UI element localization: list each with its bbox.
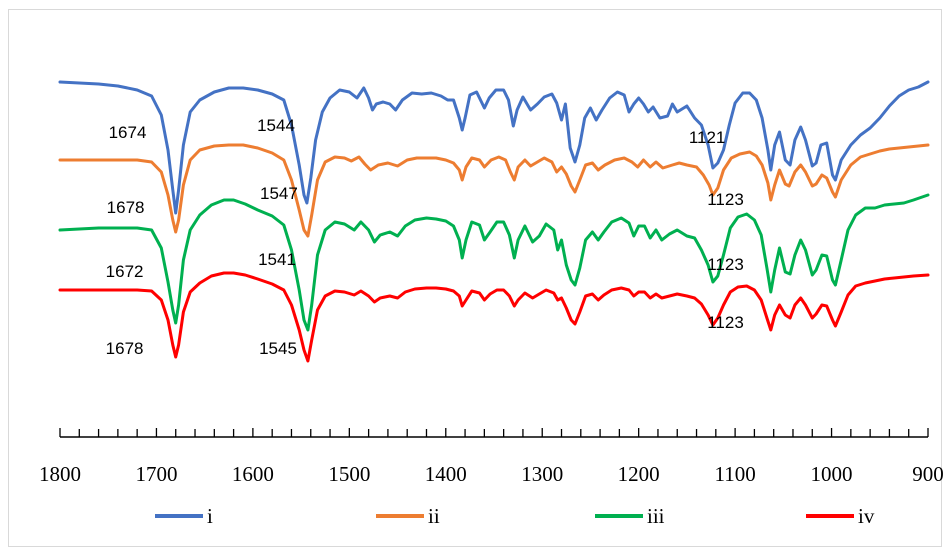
peak-label: 1672 xyxy=(106,262,144,281)
x-tick-label: 1800 xyxy=(39,462,81,486)
peak-label: 1547 xyxy=(260,184,298,203)
x-tick-label: 1500 xyxy=(328,462,370,486)
x-tick-label: 1000 xyxy=(811,462,853,486)
x-tick-label: 1100 xyxy=(714,462,755,486)
x-tick-label: 1400 xyxy=(425,462,467,486)
x-tick-label: 900 xyxy=(912,462,944,486)
legend-label: i xyxy=(207,504,213,528)
legend-item-i: i xyxy=(155,504,213,528)
peak-label: 1541 xyxy=(258,250,296,269)
legend-label: iv xyxy=(858,504,875,528)
series-line-iii xyxy=(58,193,930,332)
legend-item-iv: iv xyxy=(806,504,875,528)
x-tick-label: 1600 xyxy=(232,462,274,486)
x-tick-label: 1200 xyxy=(618,462,660,486)
peak-label: 1678 xyxy=(106,339,144,358)
peak-label: 1678 xyxy=(107,198,145,217)
peak-label: 1121 xyxy=(689,128,726,147)
series-layer xyxy=(58,80,930,363)
legend-label: iii xyxy=(647,504,665,528)
legend: i ii iii iv xyxy=(155,504,875,528)
peak-label: 1123 xyxy=(707,255,744,274)
peak-label: 1545 xyxy=(259,339,297,358)
peak-label: 1123 xyxy=(707,313,744,332)
series-line-iv xyxy=(58,271,930,363)
peak-label: 1674 xyxy=(109,123,147,142)
series-line-ii xyxy=(58,143,930,238)
series-line-i xyxy=(58,80,930,215)
peak-label: 1544 xyxy=(257,116,295,135)
legend-item-iii: iii xyxy=(595,504,665,528)
x-axis: 1800 1700 1600 1500 1400 1300 1200 1100 1000 900 xyxy=(39,428,944,486)
x-tick-label: 1300 xyxy=(521,462,563,486)
legend-item-ii: ii xyxy=(376,504,440,528)
legend-label: ii xyxy=(428,504,440,528)
annotation-layer: 1674 1544 1121 1678 1547 1123 1672 1541 1123 1678… xyxy=(106,116,744,358)
chart-frame xyxy=(8,9,942,547)
peak-label: 1123 xyxy=(707,190,744,209)
x-tick-label: 1700 xyxy=(135,462,177,486)
